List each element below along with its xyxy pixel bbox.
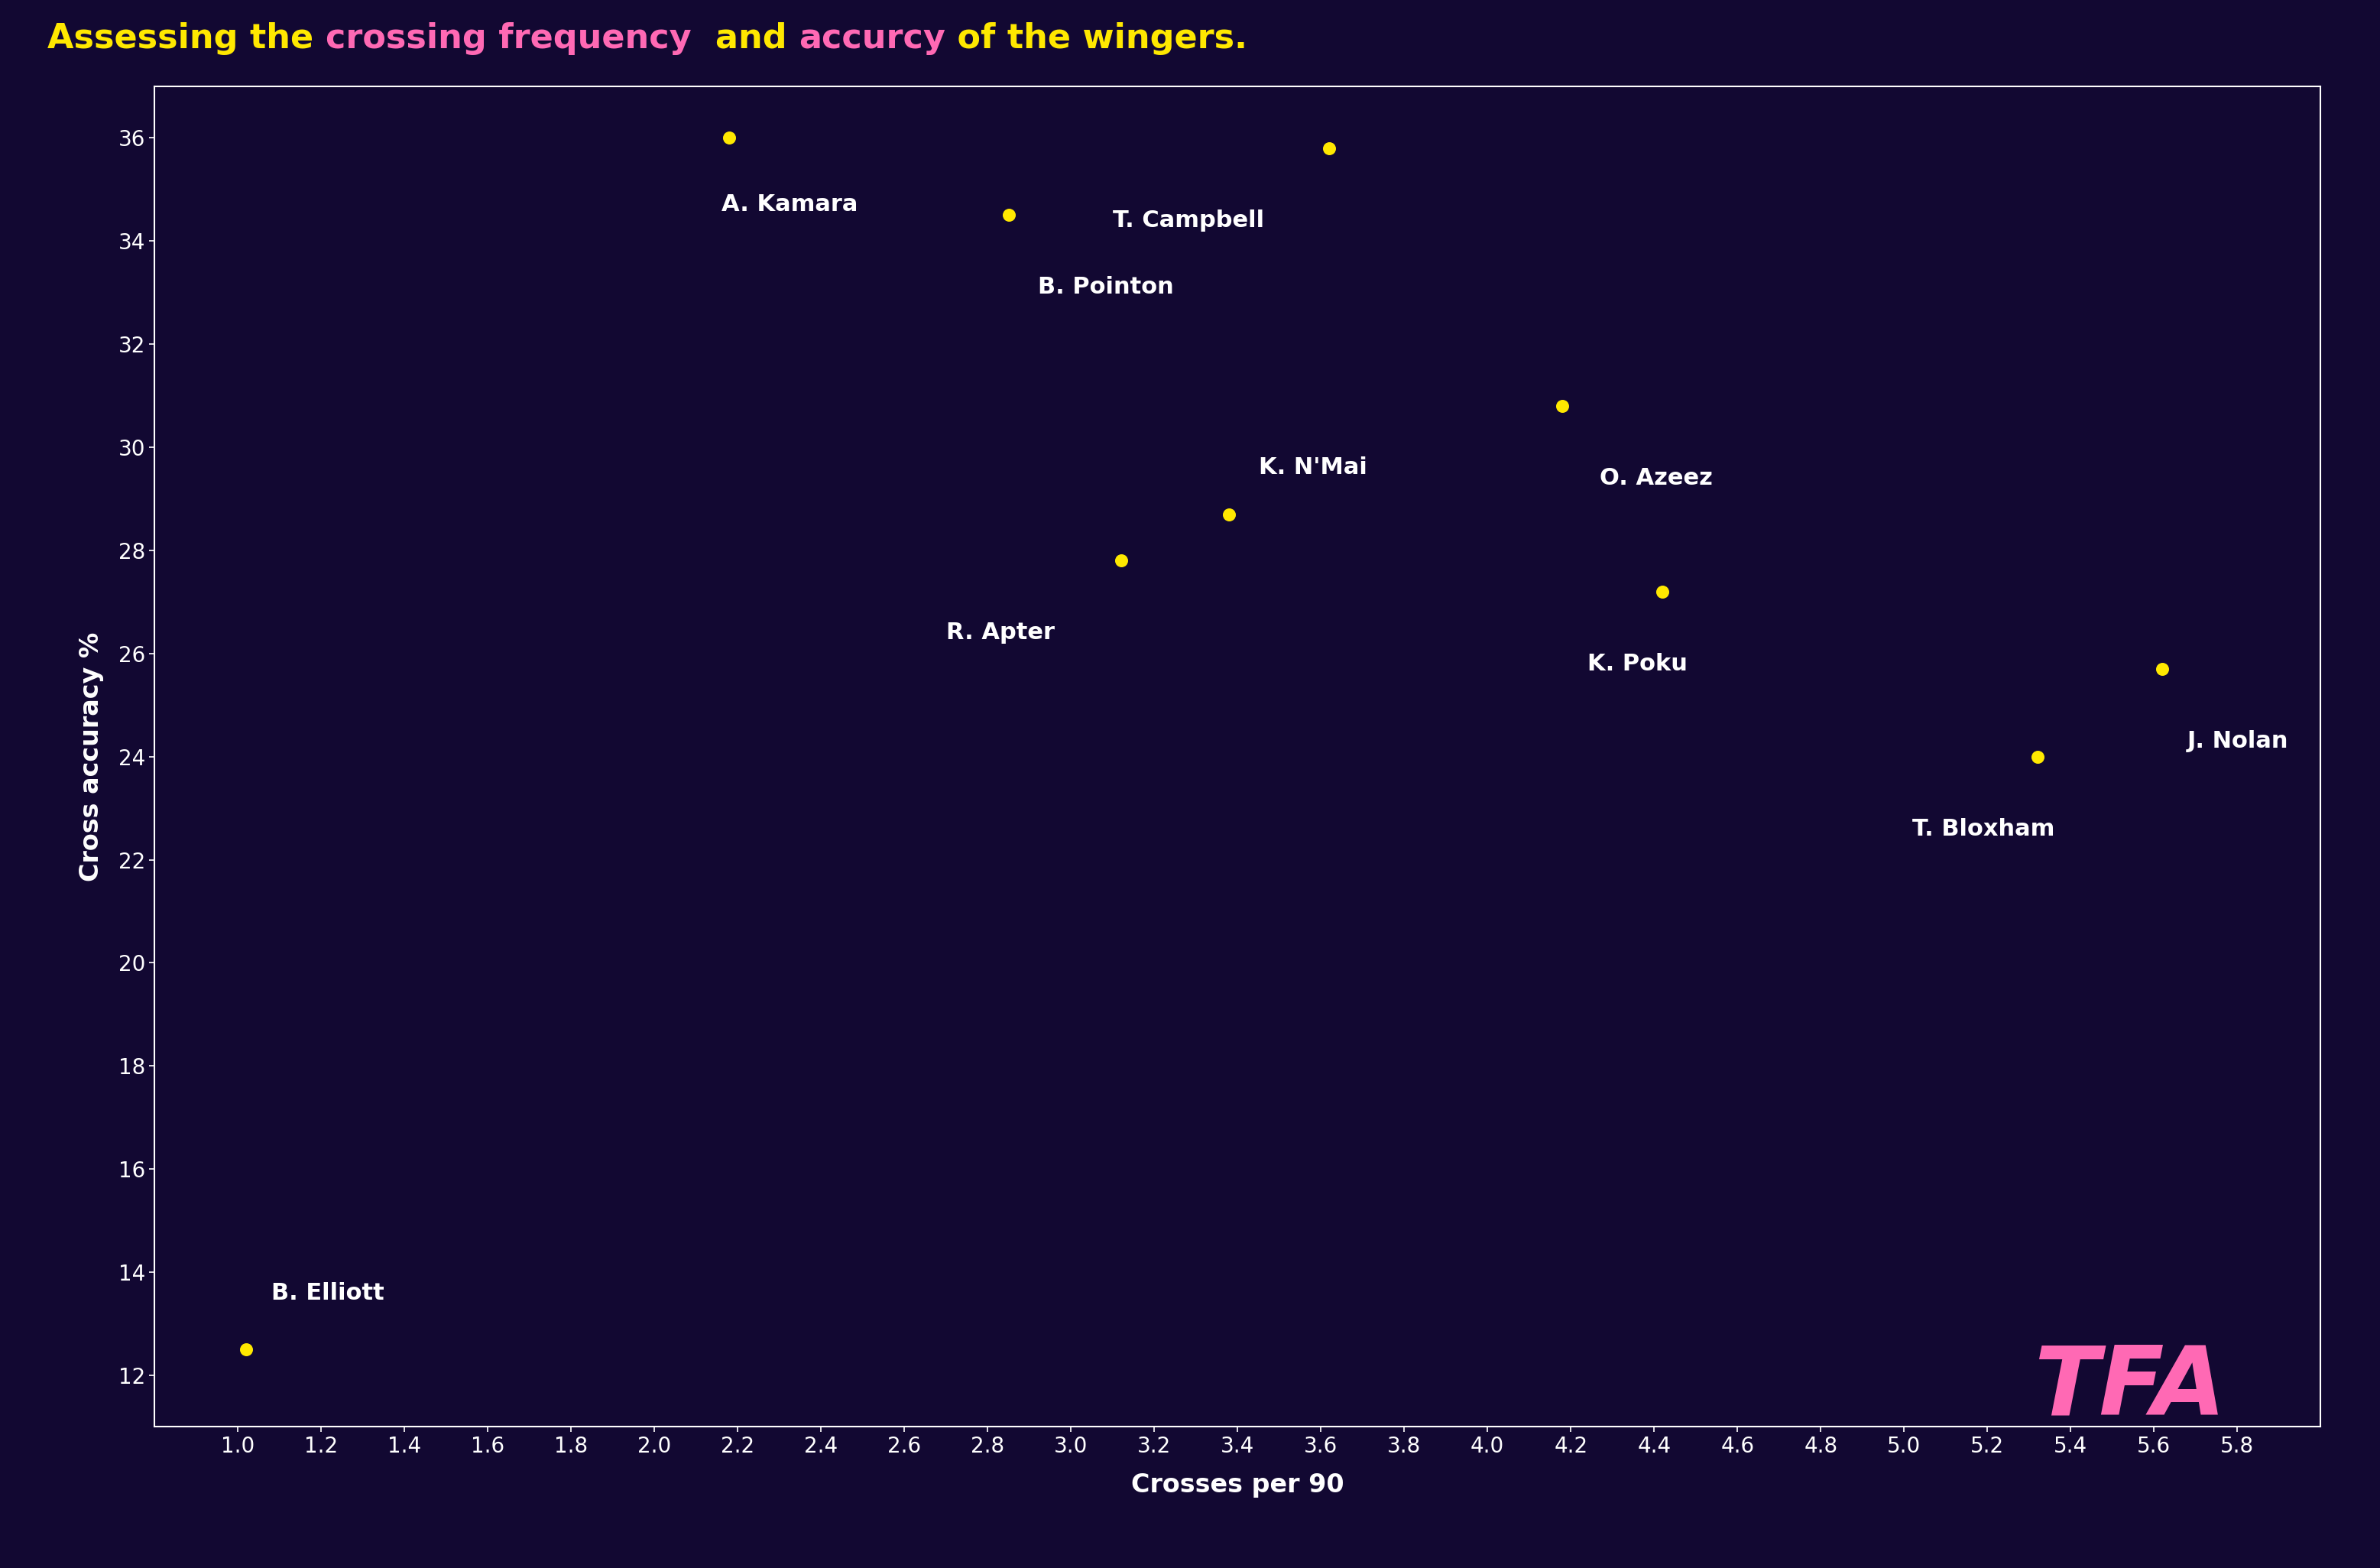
Text: B. Elliott: B. Elliott <box>271 1281 383 1305</box>
Text: Assessing the: Assessing the <box>48 22 326 55</box>
Point <box>1542 394 1580 419</box>
Text: TFA: TFA <box>2035 1342 2225 1435</box>
Text: R. Apter: R. Apter <box>945 622 1054 644</box>
Text: T. Bloxham: T. Bloxham <box>1911 817 2054 840</box>
Text: K. N'Mai: K. N'Mai <box>1259 456 1366 478</box>
Point <box>1209 502 1247 527</box>
Point <box>226 1338 264 1363</box>
Point <box>709 125 747 151</box>
Point <box>1102 549 1140 574</box>
Text: A. Kamara: A. Kamara <box>721 194 857 216</box>
Point <box>1309 135 1347 160</box>
Point <box>2142 657 2180 682</box>
Text: K. Poku: K. Poku <box>1587 652 1687 674</box>
Text: O. Azeez: O. Azeez <box>1599 467 1714 489</box>
Text: accurcy: accurcy <box>797 22 945 55</box>
Text: J. Nolan: J. Nolan <box>2187 731 2290 753</box>
Point <box>990 202 1028 227</box>
X-axis label: Crosses per 90: Crosses per 90 <box>1130 1472 1345 1497</box>
Text: B. Pointon: B. Pointon <box>1038 276 1173 298</box>
Point <box>2018 743 2056 768</box>
Y-axis label: Cross accuracy %: Cross accuracy % <box>79 632 105 881</box>
Text: and: and <box>690 22 797 55</box>
Point <box>1642 579 1680 604</box>
Text: T. Campbell: T. Campbell <box>1111 209 1264 232</box>
Text: of the wingers.: of the wingers. <box>945 22 1247 55</box>
Text: crossing frequency: crossing frequency <box>326 22 690 55</box>
